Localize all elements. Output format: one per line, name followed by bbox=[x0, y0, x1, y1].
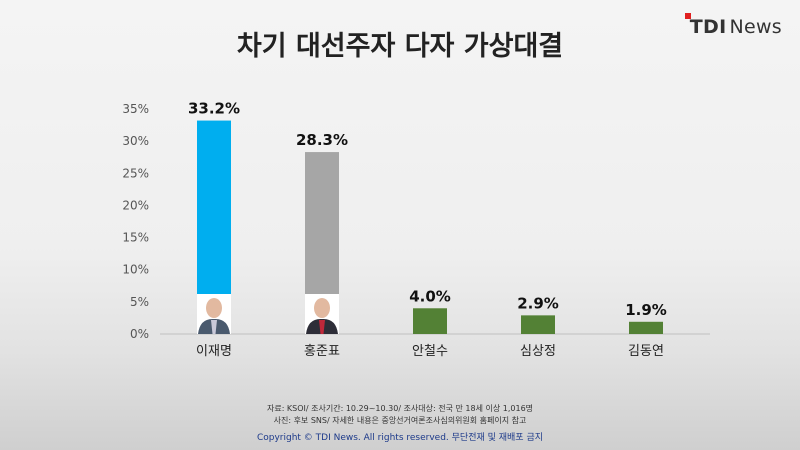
data-label: 4.0% bbox=[409, 287, 451, 305]
y-tick-label: 25% bbox=[122, 166, 149, 180]
category-label: 홍준표 bbox=[304, 344, 340, 359]
y-axis: 0% 5% 10% 15% 20% 25% 30% 35% bbox=[122, 102, 710, 341]
candidate-face-icon bbox=[206, 298, 222, 318]
bar bbox=[521, 315, 555, 334]
candidate-tie-icon bbox=[211, 320, 217, 334]
bar-chart: 0% 5% 10% 15% 20% 25% 30% 35% 33.2% 이재명 28.3% 홍준표 4… bbox=[122, 100, 710, 359]
logo-news-text: News bbox=[729, 16, 782, 38]
data-label: 28.3% bbox=[296, 131, 348, 149]
category-label: 심상정 bbox=[520, 344, 556, 359]
y-tick-label: 0% bbox=[130, 327, 149, 341]
category-label: 안철수 bbox=[412, 344, 448, 359]
photo-note: 사진: 후보 SNS/ 자세한 내용은 중앙선거여론조사심의위원회 홈페이지 참… bbox=[273, 416, 527, 425]
y-tick-label: 30% bbox=[122, 134, 149, 148]
logo-tdi-text: TDI bbox=[689, 16, 727, 38]
chart-title: 차기 대선주자 다자 가상대결 bbox=[236, 31, 564, 62]
category-label: 이재명 bbox=[196, 344, 232, 359]
y-tick-label: 10% bbox=[122, 263, 149, 277]
y-tick-label: 35% bbox=[122, 102, 149, 116]
tdi-news-logo: TDI News bbox=[684, 13, 782, 38]
logo-red-dot-icon bbox=[684, 13, 691, 19]
bar bbox=[629, 321, 663, 334]
y-tick-label: 20% bbox=[122, 198, 149, 212]
candidate-tie-icon bbox=[319, 320, 325, 334]
category-label: 김동연 bbox=[628, 344, 664, 359]
candidate-face-icon bbox=[314, 298, 330, 318]
labels: 33.2% 이재명 28.3% 홍준표 4.0% 안철수 2.9% 심상정 1.9% 김동연 bbox=[188, 100, 667, 359]
data-label: 33.2% bbox=[188, 100, 240, 118]
source-note: 자료: KSOI/ 조사기간: 10.29~10.30/ 조사대상: 전국 만 … bbox=[266, 404, 534, 413]
data-label: 1.9% bbox=[625, 301, 667, 319]
footer-notes: 자료: KSOI/ 조사기간: 10.29~10.30/ 조사대상: 전국 만 … bbox=[0, 403, 800, 427]
copyright-text: Copyright © TDI News. All rights reserve… bbox=[256, 433, 544, 443]
y-tick-label: 15% bbox=[122, 231, 149, 245]
bar bbox=[413, 308, 447, 334]
bars bbox=[197, 120, 663, 334]
y-tick-label: 5% bbox=[130, 295, 149, 309]
data-label: 2.9% bbox=[517, 294, 559, 312]
